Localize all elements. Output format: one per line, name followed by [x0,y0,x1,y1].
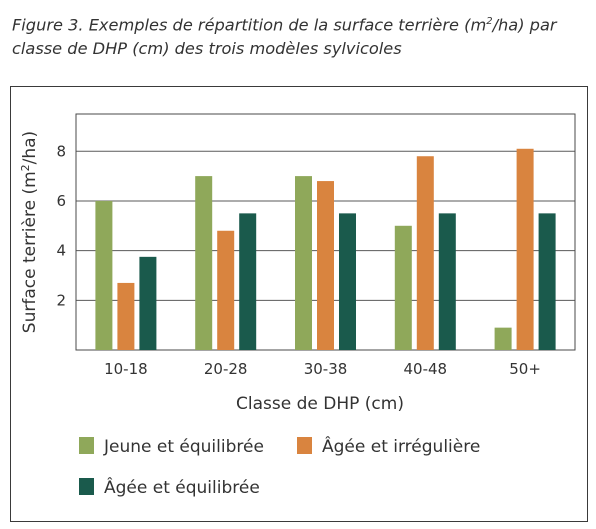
x-tick-label: 50+ [509,360,541,378]
bar [538,213,556,350]
x-tick-label: 10-18 [104,360,148,378]
y-tick-labels: 2 4 6 8 [56,142,66,309]
y-axis-label-superscript: 2 [19,164,32,171]
legend: Jeune et équilibrée Âgée et irrégulière Âg… [79,435,480,498]
bar [416,156,434,350]
y-axis-label-text-a: Surface terrière (m [20,171,40,333]
figure-caption: Figure 3. Exemples de répartition de la … [12,10,587,61]
bar [217,230,235,350]
bar [394,225,412,350]
y-axis-label: Surface terrière (m2/ha) [19,131,40,333]
legend-label: Âgée et irrégulière [322,435,480,457]
caption-superscript: 2 [486,16,493,27]
chart-frame [10,86,588,522]
bar [195,176,213,350]
bar [239,213,257,350]
bar [339,213,356,350]
bar [295,176,312,350]
x-tick-label: 20-28 [204,360,248,378]
bar [516,148,534,350]
bar [494,327,512,350]
x-axis-label: Classe de DHP (cm) [236,394,404,414]
y-tick-label: 8 [56,142,66,160]
legend-swatch [297,437,312,454]
bar [117,282,135,350]
caption-text-b: /ha) par [492,15,557,35]
bars [95,148,556,350]
bar [438,213,456,350]
legend-swatch [79,478,94,495]
legend-label: Âgée et équilibrée [104,476,260,498]
bar [95,200,113,350]
y-tick-label: 2 [56,291,66,309]
legend-swatch [79,437,94,454]
legend-label: Jeune et équilibrée [103,437,264,457]
x-tick-label: 30-38 [304,360,348,378]
caption-line-1: Figure 3. Exemples de répartition de la … [12,10,587,37]
y-tick-label: 4 [56,242,66,260]
caption-line-2: classe de DHP (cm) des trois modèles syl… [12,39,402,59]
x-tick-label: 40-48 [404,360,448,378]
bar [317,181,334,350]
bar [139,256,157,350]
y-tick-label: 6 [56,192,66,210]
caption-text-a: Figure 3. Exemples de répartition de la … [12,15,487,35]
x-tick-labels: 10-18 20-28 30-38 40-48 50+ [104,360,541,378]
y-axis-label-text-b: /ha) [20,131,40,165]
